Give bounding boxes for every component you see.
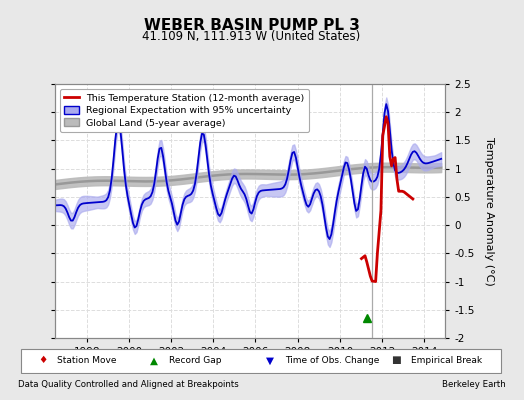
- Text: Station Move: Station Move: [57, 356, 117, 365]
- Text: Empirical Break: Empirical Break: [411, 356, 482, 365]
- Text: Time of Obs. Change: Time of Obs. Change: [285, 356, 379, 365]
- Text: WEBER BASIN PUMP PL 3: WEBER BASIN PUMP PL 3: [144, 18, 359, 33]
- Text: ♦: ♦: [38, 356, 47, 366]
- Text: ▼: ▼: [266, 356, 275, 366]
- Text: Data Quality Controlled and Aligned at Breakpoints: Data Quality Controlled and Aligned at B…: [18, 380, 239, 389]
- Text: ■: ■: [391, 356, 401, 366]
- Text: Record Gap: Record Gap: [169, 356, 221, 365]
- Text: Berkeley Earth: Berkeley Earth: [442, 380, 506, 389]
- Text: ▲: ▲: [150, 356, 158, 366]
- FancyBboxPatch shape: [21, 349, 500, 373]
- Text: 41.109 N, 111.913 W (United States): 41.109 N, 111.913 W (United States): [143, 30, 361, 43]
- Y-axis label: Temperature Anomaly (°C): Temperature Anomaly (°C): [484, 137, 494, 285]
- Legend: This Temperature Station (12-month average), Regional Expectation with 95% uncer: This Temperature Station (12-month avera…: [60, 89, 309, 132]
